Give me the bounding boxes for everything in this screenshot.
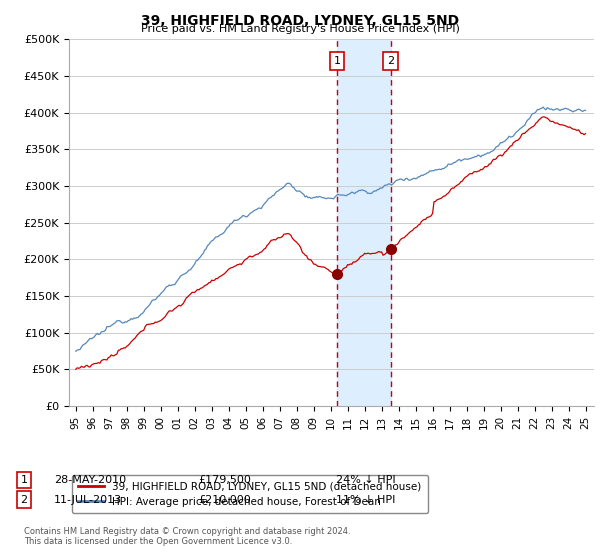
Text: 1: 1: [20, 475, 28, 485]
Text: 11% ↓ HPI: 11% ↓ HPI: [336, 494, 395, 505]
Text: £210,000: £210,000: [198, 494, 251, 505]
Text: 28-MAY-2010: 28-MAY-2010: [54, 475, 126, 485]
Text: 39, HIGHFIELD ROAD, LYDNEY, GL15 5ND: 39, HIGHFIELD ROAD, LYDNEY, GL15 5ND: [141, 14, 459, 28]
Text: 11-JUL-2013: 11-JUL-2013: [54, 494, 122, 505]
Legend: 39, HIGHFIELD ROAD, LYDNEY, GL15 5ND (detached house), HPI: Average price, detac: 39, HIGHFIELD ROAD, LYDNEY, GL15 5ND (de…: [71, 475, 428, 513]
Text: 1: 1: [334, 56, 341, 66]
Bar: [337, 39, 391, 406]
Text: £179,500: £179,500: [198, 475, 251, 485]
Text: 2: 2: [20, 494, 28, 505]
Text: Price paid vs. HM Land Registry's House Price Index (HPI): Price paid vs. HM Land Registry's House …: [140, 24, 460, 34]
Text: Contains HM Land Registry data © Crown copyright and database right 2024.
This d: Contains HM Land Registry data © Crown c…: [24, 526, 350, 546]
Text: 24% ↓ HPI: 24% ↓ HPI: [336, 475, 395, 485]
Text: 2: 2: [387, 56, 394, 66]
